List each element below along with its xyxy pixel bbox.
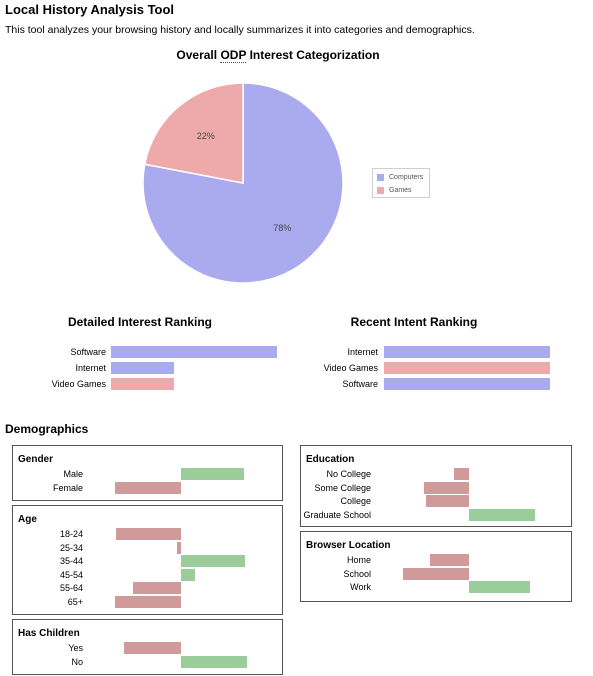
rank-detailed-label-video-games: Video Games: [51, 379, 106, 389]
page-title: Local History Analysis Tool: [5, 2, 175, 17]
rank-intent-label-software: Software: [342, 379, 378, 389]
gender-box: Gender Male Female: [12, 445, 283, 501]
legend-item-games: Games: [377, 186, 412, 195]
location-bar-work[interactable]: [469, 581, 530, 593]
browser-location-title: Browser Location: [306, 540, 391, 551]
children-label-yes: Yes: [68, 643, 83, 653]
age-bar-45-54[interactable]: [181, 568, 195, 581]
rank-detailed-bar-internet[interactable]: [111, 362, 175, 374]
rank-intent-bar-video-games[interactable]: [384, 362, 550, 374]
gender-bar-male[interactable]: [181, 468, 244, 480]
gender-bar-female[interactable]: [115, 481, 181, 494]
rank-intent-bar-internet[interactable]: [384, 346, 550, 358]
age-label-65: 65+: [67, 596, 83, 607]
age-bar-65[interactable]: [115, 595, 181, 608]
gender-label-male: Male: [63, 469, 83, 479]
location-bar-school[interactable]: [403, 567, 469, 580]
location-bar-home[interactable]: [430, 554, 469, 566]
pie-chart: [142, 82, 344, 284]
age-title: Age: [18, 514, 37, 525]
rank-intent-label-video-games: Video Games: [323, 363, 378, 373]
children-bar-yes[interactable]: [124, 642, 181, 654]
age-label-35-44: 35-44: [59, 556, 83, 566]
pie-chart-title: Overall ODP Interest Categorization: [0, 48, 556, 63]
legend-swatch-games: [377, 187, 384, 194]
education-label-some-college: Some College: [314, 482, 371, 493]
odp-abbreviation[interactable]: ODP: [220, 48, 247, 63]
rank-detailed-bar-software[interactable]: [111, 346, 277, 358]
age-bar-25-34[interactable]: [177, 541, 181, 554]
legend-item-computers: Computers: [377, 173, 423, 182]
pie-slice-games[interactable]: [143, 82, 244, 184]
age-box: Age 18-24 25-34 35-44 45-54 55-64 65+: [12, 505, 283, 615]
age-label-18-24: 18-24: [59, 529, 83, 539]
rank-detailed-bar-video-games[interactable]: [111, 378, 175, 390]
has-children-title: Has Children: [18, 628, 80, 639]
pie-label-computers: 78%: [273, 223, 292, 234]
legend-label-games: Games: [389, 187, 412, 194]
legend-label-computers: Computers: [389, 174, 424, 181]
demographics-title: Demographics: [5, 422, 89, 436]
age-label-55-64: 55-64: [59, 583, 83, 593]
browser-location-box: Browser Location Home School Work: [300, 531, 572, 602]
gender-title: Gender: [18, 454, 54, 465]
education-bar-college[interactable]: [426, 495, 469, 507]
age-bar-55-64[interactable]: [133, 582, 181, 594]
education-bar-no-college[interactable]: [454, 468, 469, 480]
location-label-school: School: [343, 568, 371, 579]
education-label-graduate-school: Graduate School: [303, 509, 371, 520]
children-bar-no[interactable]: [181, 655, 247, 668]
pie-title-prefix: Overall: [176, 48, 221, 62]
rank-intent-label-internet: Internet: [347, 347, 378, 357]
education-title: Education: [306, 454, 355, 465]
rank-intent-bar-software[interactable]: [384, 378, 550, 390]
children-label-no: No: [71, 656, 83, 667]
education-box: Education No College Some College College G…: [300, 445, 572, 527]
age-bar-18-24[interactable]: [116, 528, 181, 540]
has-children-box: Has Children Yes No: [12, 619, 283, 675]
intent-ranking-title: Recent Intent Ranking: [350, 315, 478, 329]
age-label-25-34: 25-34: [59, 542, 83, 553]
gender-label-female: Female: [52, 482, 83, 493]
education-label-no-college: No College: [326, 469, 371, 479]
pie-label-games: 22%: [196, 130, 215, 141]
rank-detailed-label-internet: Internet: [75, 363, 106, 373]
pie-legend: Computers Games: [372, 168, 430, 198]
age-label-45-54: 45-54: [59, 569, 83, 580]
detailed-ranking-title: Detailed Interest Ranking: [67, 315, 213, 329]
education-bar-some-college[interactable]: [424, 481, 469, 494]
pie-title-suffix: Interest Categorization: [246, 48, 380, 62]
education-label-college: College: [340, 496, 371, 506]
intro-text: This tool analyzes your browsing history…: [5, 24, 475, 36]
rank-detailed-label-software: Software: [70, 347, 106, 357]
legend-swatch-computers: [377, 174, 384, 181]
location-label-work: Work: [350, 582, 371, 592]
education-bar-graduate-school[interactable]: [469, 508, 535, 521]
location-label-home: Home: [346, 555, 371, 565]
age-bar-35-44[interactable]: [181, 555, 245, 567]
